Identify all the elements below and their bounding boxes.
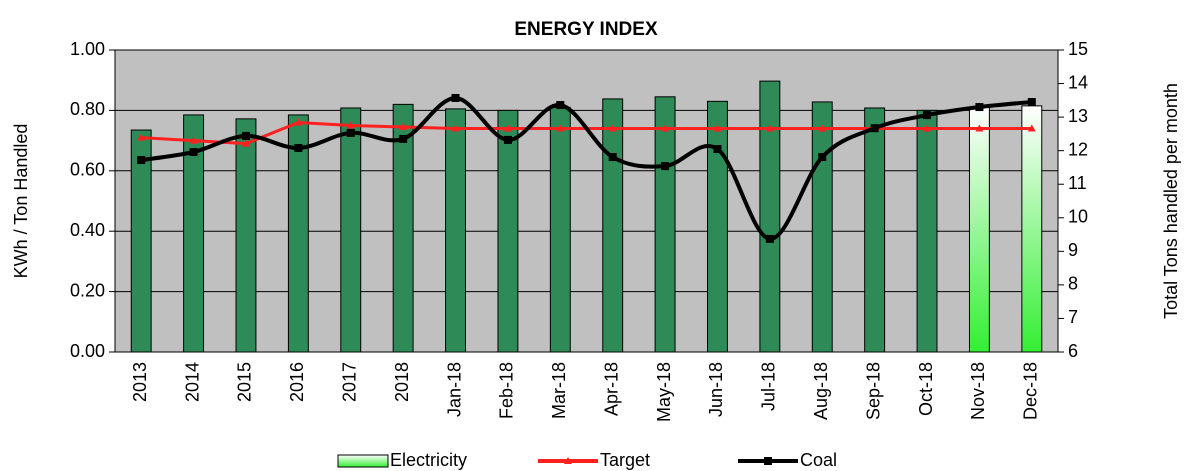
x-tick-label: Sep-18 [863,362,883,420]
y2-tick-label: 15 [1068,39,1088,59]
marker [556,101,565,110]
marker [923,111,932,120]
marker [399,123,408,131]
marker [137,156,146,165]
y2-tick-label: 13 [1068,106,1088,126]
x-tick-label: 2013 [130,362,150,402]
marker [870,124,879,133]
marker [661,124,670,132]
bar [287,114,309,353]
bar [968,106,990,353]
x-tick-label: Dec-18 [1021,362,1041,420]
y2-tick-label: 6 [1068,341,1078,361]
marker [451,93,460,102]
y-tick-label: 1.00 [70,39,105,59]
y-tick-label: 0.40 [70,220,105,240]
y2-tick-label: 10 [1068,207,1088,227]
marker [346,121,355,129]
chart-title: ENERGY INDEX [514,19,658,40]
y-tick-label: 0.60 [70,160,105,180]
legend-label: Target [600,450,650,470]
bar [130,129,152,353]
x-tick-label: 2014 [182,362,202,402]
bar [445,108,466,353]
bar [602,98,624,353]
y2-tick-label: 14 [1068,72,1088,92]
y2-axis-title: Total Tons handled per month [1161,83,1181,319]
x-tick-label: 2016 [287,362,307,402]
bar [1021,105,1043,353]
marker [556,124,565,132]
legend-label: Coal [800,450,837,470]
y2-tick-label: 7 [1068,307,1078,327]
x-tick-label: Jun-18 [706,362,726,417]
marker [818,153,827,162]
marker [975,124,984,132]
marker [189,136,198,144]
bar [235,118,257,353]
marker [765,234,774,243]
x-tick-label: Aug-18 [811,362,831,420]
marker [818,124,827,132]
marker [241,139,250,147]
x-tick-label: Jul-18 [759,362,779,411]
bar [916,109,938,353]
marker [975,103,984,112]
marker [189,148,198,157]
bar [654,96,676,353]
marker [503,124,512,132]
bar [759,80,781,353]
marker [608,124,617,132]
legend-label: Electricity [390,450,467,470]
x-tick-label: Mar-18 [549,362,569,419]
marker [137,133,146,141]
x-tick-label: 2017 [340,362,360,402]
marker [713,124,722,132]
legend-marker [564,457,572,464]
marker [608,153,617,162]
y2-tick-label: 9 [1068,240,1078,260]
y-tick-label: 0.80 [70,99,105,119]
marker [765,124,774,132]
y2-tick-label: 8 [1068,274,1078,294]
marker [241,131,250,140]
bar [340,107,362,353]
x-tick-label: 2018 [392,362,412,402]
marker [399,134,408,143]
marker [1027,98,1036,107]
legend-swatch [337,454,389,468]
bar [811,101,833,353]
marker [503,135,512,144]
y-tick-label: 0.20 [70,280,105,300]
bar [864,107,886,353]
x-tick-label: Oct-18 [916,362,936,416]
bar [183,114,205,353]
marker [294,143,303,152]
x-tick-label: May-18 [654,362,674,422]
bar [549,106,571,353]
marker [713,144,722,153]
x-tick-label: Feb-18 [497,362,517,419]
marker [294,118,303,126]
x-tick-label: Jan-18 [444,362,464,417]
y2-tick-label: 12 [1068,139,1088,159]
plot-area [114,49,1059,353]
bar [392,103,414,353]
marker [346,128,355,137]
legend-marker [764,457,772,465]
marker [923,124,932,132]
y2-tick-label: 11 [1068,173,1087,193]
marker [451,124,460,132]
marker [1027,124,1036,132]
y-axis-title: KWh / Ton Handled [11,124,31,279]
x-tick-label: Apr-18 [601,362,621,416]
marker [661,162,670,171]
x-tick-label: 2015 [235,362,255,402]
x-tick-label: Nov-18 [968,362,988,420]
bar [497,109,519,353]
y-tick-label: 0.00 [70,341,105,361]
bar [707,100,728,353]
